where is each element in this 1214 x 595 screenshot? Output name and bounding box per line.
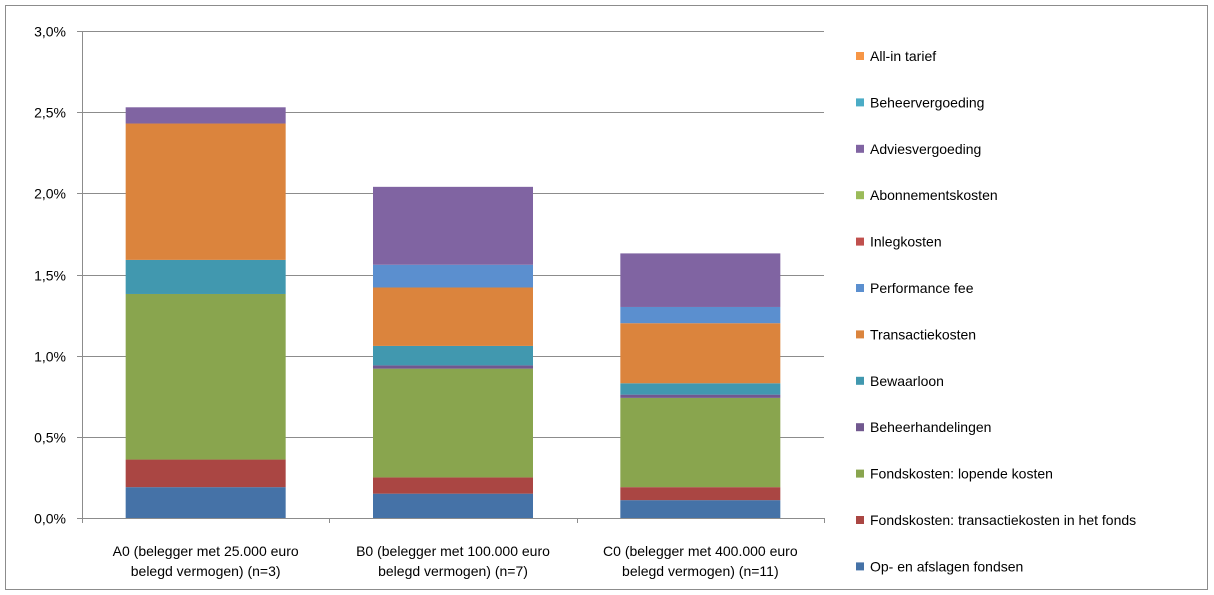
y-tick-label: 1,5% (34, 268, 66, 284)
legend-swatch (856, 562, 864, 571)
y-tick-label: 3,0% (34, 24, 66, 40)
legend-label: Op- en afslagen fondsen (870, 558, 1023, 574)
legend-swatch (856, 423, 864, 432)
bar-segment (620, 397, 781, 488)
x-category-label: A0 (belegger met 25.000 euro (113, 543, 299, 559)
legend-label: Fondskosten: lopende kosten (870, 466, 1053, 482)
x-category-label: belegd vermogen) (n=7) (378, 563, 528, 579)
legend-label: Transactiekosten (870, 326, 976, 342)
legend-swatch (856, 284, 864, 292)
bar-segment (620, 394, 781, 398)
legend-swatch (856, 237, 864, 246)
legend-label: Beheerhandelingen (870, 419, 991, 435)
bar-segment (620, 306, 781, 324)
bar-segment (620, 500, 781, 518)
bar-segment (373, 477, 533, 494)
legend-label: Bewaarloon (870, 373, 944, 389)
x-category-label: B0 (belegger met 100.000 euro (356, 543, 550, 559)
bar-segment (373, 287, 533, 346)
bar-segment (125, 123, 286, 260)
bars (125, 107, 781, 518)
legend-label: Adviesvergoeding (870, 141, 981, 157)
legend: All-in tarief Beheervergoeding Adviesvergo… (856, 48, 1136, 574)
legend-label: Beheervergoeding (870, 94, 984, 110)
x-category-label: belegd vermogen) (n=3) (131, 563, 281, 579)
legend-swatch (856, 516, 864, 524)
bar-segment (125, 293, 286, 460)
bar-segment (373, 493, 533, 518)
legend-label: Abonnementskosten (870, 187, 998, 203)
bar-segment (620, 487, 781, 501)
bar-segment (125, 459, 286, 488)
x-category-label: C0 (belegger met 400.000 euro (603, 543, 798, 559)
y-tick-label: 0,5% (34, 430, 66, 446)
legend-swatch (856, 52, 864, 60)
bar-segment (373, 368, 533, 478)
legend-swatch (856, 376, 864, 385)
bar-segment (620, 383, 781, 395)
bar-segment (373, 264, 533, 288)
y-tick-label: 2,5% (34, 105, 66, 121)
legend-swatch (856, 330, 864, 339)
legend-swatch (856, 191, 864, 200)
bar-segment (373, 365, 533, 369)
x-category-label: belegd vermogen) (n=11) (622, 563, 779, 579)
bar-segment (125, 487, 286, 518)
legend-label: Inlegkosten (870, 234, 942, 250)
bar-segment (125, 107, 286, 124)
bar-segment (373, 345, 533, 366)
legend-label: Fondskosten: transactiekosten in het fon… (870, 512, 1136, 528)
y-tick-label: 0,0% (34, 511, 66, 527)
legend-swatch (856, 98, 864, 107)
legend-swatch (856, 469, 864, 478)
bar-segment (620, 323, 781, 384)
legend-label: Performance fee (870, 280, 974, 296)
bar-segment (373, 186, 533, 265)
y-tick-label: 2,0% (34, 186, 66, 202)
y-tick-label: 1,0% (34, 349, 66, 365)
bar-segment (620, 253, 781, 307)
legend-swatch (856, 144, 864, 153)
bar-segment (125, 259, 286, 294)
axes: 0,0% 0,5% 1,0% 1,5% 2,0% 2,5% 3,0% A0 (belegger… (34, 24, 825, 579)
legend-label: All-in tarief (870, 48, 936, 64)
